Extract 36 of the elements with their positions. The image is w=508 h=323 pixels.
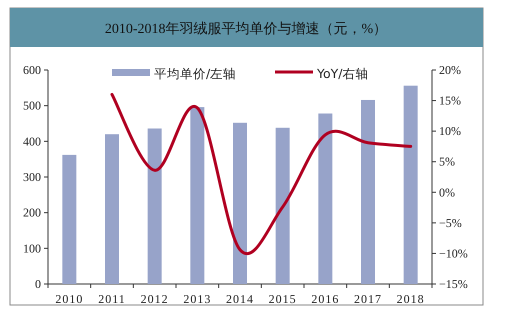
y2-tick-label: 5%	[439, 154, 455, 169]
y-tick-label: 600	[23, 63, 41, 77]
bar	[62, 154, 76, 284]
y-tick-label: 100	[23, 241, 41, 256]
bar	[233, 122, 247, 284]
x-tick-label: 2018	[396, 292, 425, 306]
x-tick-label: 2012	[140, 292, 169, 306]
bar	[148, 128, 162, 284]
y2-tick-label: 0%	[439, 185, 455, 200]
y2-tick-label: −15%	[439, 277, 468, 291]
y2-tick-label: 15%	[439, 94, 461, 108]
bar	[190, 107, 204, 284]
legend-label: 平均单价/左轴	[154, 66, 236, 81]
x-tick-label: 2016	[311, 292, 340, 306]
y-tick-label: 200	[23, 206, 41, 220]
chart-title: 2010-2018年羽绒服平均单价与增速（元，%）	[104, 21, 388, 37]
bar	[361, 100, 375, 284]
y-tick-label: 500	[23, 98, 41, 113]
y2-tick-label: 20%	[439, 63, 461, 77]
y2-tick-label: −10%	[439, 246, 468, 260]
bar	[276, 128, 290, 284]
x-tick-label: 2011	[98, 292, 126, 306]
y2-tick-label: 10%	[439, 124, 461, 138]
legend-label: YoY/右轴	[316, 66, 368, 81]
bar	[318, 114, 332, 284]
x-tick-label: 2010	[55, 292, 84, 306]
x-tick-label: 2017	[354, 292, 382, 306]
bar	[105, 134, 119, 284]
y-tick-label: 400	[23, 134, 41, 148]
x-tick-label: 2013	[183, 292, 212, 306]
x-tick-label: 2015	[268, 292, 297, 306]
x-tick-label: 2014	[226, 292, 254, 306]
y-tick-label: 300	[23, 170, 41, 184]
y2-tick-label: −5%	[439, 216, 462, 230]
y-tick-label: 0	[35, 277, 41, 291]
bar	[404, 86, 418, 284]
